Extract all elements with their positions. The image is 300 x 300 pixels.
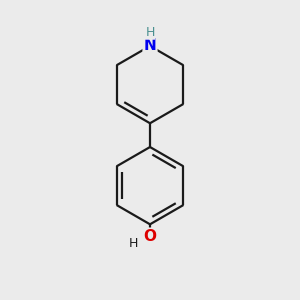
- Text: N: N: [144, 38, 156, 53]
- Text: O: O: [143, 229, 157, 244]
- Text: H: H: [129, 237, 138, 250]
- Text: H: H: [145, 26, 155, 39]
